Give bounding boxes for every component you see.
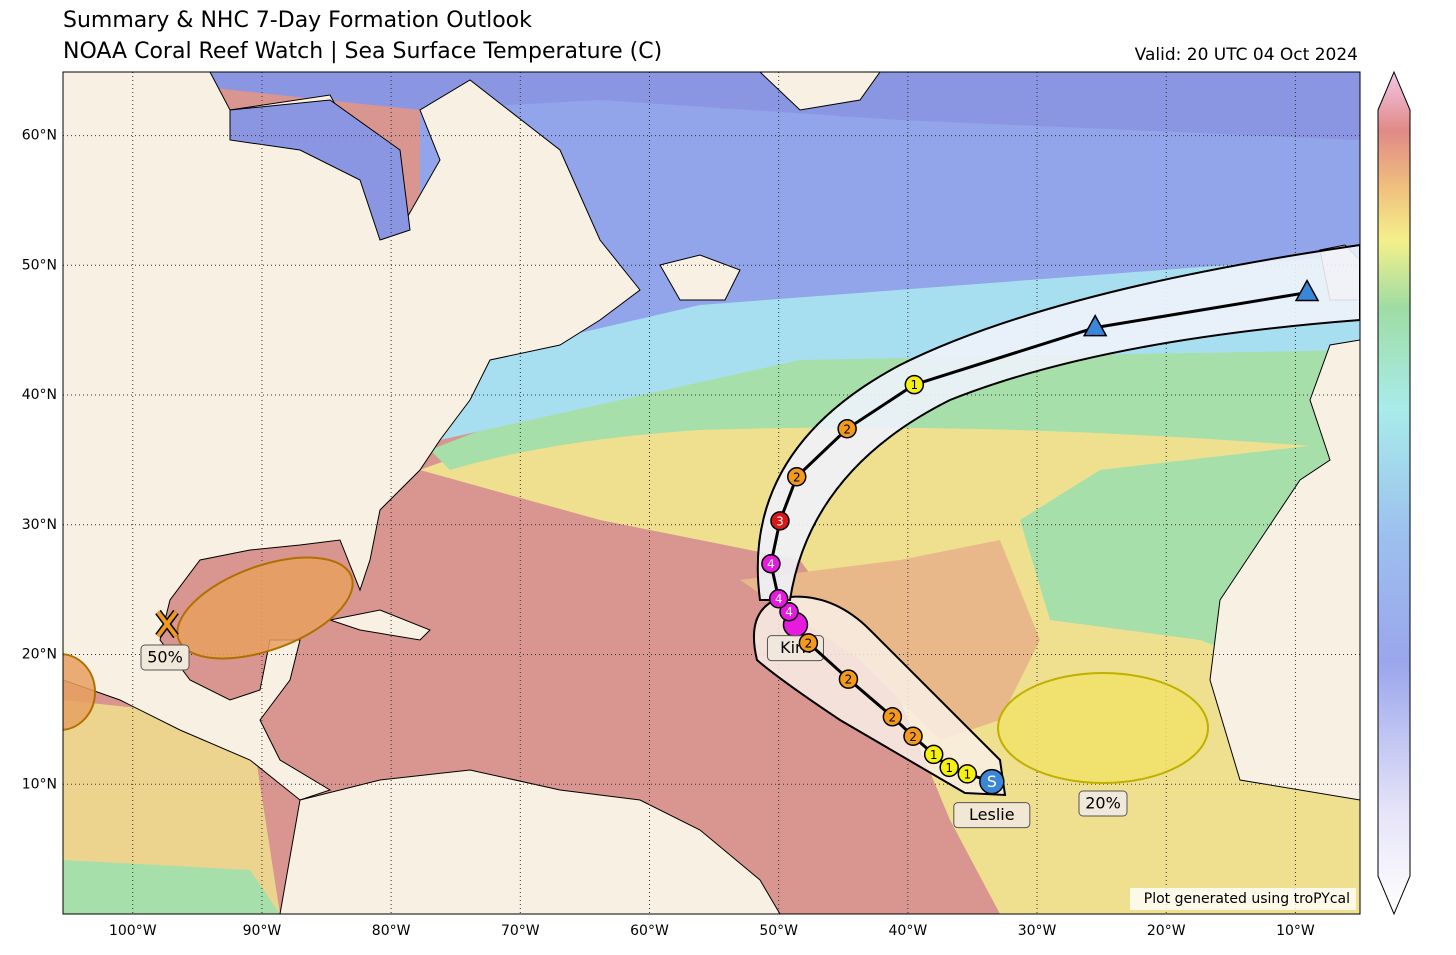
map-background <box>63 72 1360 914</box>
track-point <box>882 707 903 727</box>
outlook-area <box>176 556 354 660</box>
track-point-label: 2 <box>843 422 851 436</box>
map-frame <box>62 71 1361 915</box>
track-point-label: 1 <box>930 748 938 762</box>
track-point <box>838 669 859 689</box>
outlook-label: 50% <box>147 648 183 667</box>
track-point-label: S <box>987 772 997 791</box>
lon-tick-label: 20°W <box>1147 923 1186 939</box>
track-point-label: 1 <box>945 761 953 775</box>
track-point <box>798 633 819 653</box>
outlook-marker <box>156 610 178 638</box>
credit-box <box>1130 888 1356 910</box>
lon-tick-label: 80°W <box>372 923 411 939</box>
track-point <box>923 744 944 765</box>
lon-tick-label: 70°W <box>501 923 540 939</box>
lat-tick-label: 60°N <box>22 128 57 144</box>
track-point <box>770 511 790 531</box>
track-point <box>1082 314 1108 337</box>
storm-name: Leslie <box>969 805 1015 824</box>
lon-tick-label: 50°W <box>759 923 798 939</box>
lat-tick-label: 50°N <box>22 257 57 273</box>
colorbar-body <box>1377 70 1411 916</box>
title: Summary & NHC 7-Day Formation Outlook <box>63 8 532 33</box>
track-point <box>1294 278 1320 302</box>
lon-tick-label: 10°W <box>1276 923 1315 939</box>
graticule <box>63 72 1360 914</box>
colorbar <box>1377 70 1411 916</box>
lon-tick-label: 60°W <box>630 923 669 939</box>
track-point-label: 3 <box>776 514 784 528</box>
track-point <box>768 588 789 609</box>
subtitle: NOAA Coral Reef Watch | Sea Surface Temp… <box>63 39 662 64</box>
track-point <box>939 757 959 778</box>
forecast-cone <box>756 243 1360 601</box>
track-point-label: 2 <box>889 710 897 724</box>
lon-tick-label: 90°W <box>243 923 282 939</box>
track-point-label: 2 <box>845 673 853 687</box>
outlook-labels: 50% 20% <box>140 609 1128 817</box>
track-point-label: 4 <box>785 605 793 619</box>
outlook-label: 20% <box>1085 794 1121 813</box>
track-point <box>787 467 807 487</box>
lon-tick-label: 100°W <box>109 923 157 939</box>
track-point-label: 1 <box>963 767 971 781</box>
track-point <box>904 374 925 395</box>
track-point-label: 4 <box>775 592 783 606</box>
track-point-label: 2 <box>909 730 917 744</box>
credit: Plot generated using troPYcal <box>1144 891 1350 907</box>
lat-tick-label: 20°N <box>22 647 57 663</box>
track-point <box>957 764 978 784</box>
label-box <box>953 802 1031 829</box>
lon-tick-label: 30°W <box>1018 923 1057 939</box>
track-point-label: 4 <box>767 557 775 571</box>
track-point <box>761 553 781 574</box>
valid-time: Valid: 20 UTC 04 Oct 2024 <box>1135 45 1358 65</box>
track-point <box>903 726 923 747</box>
track-point <box>837 419 857 439</box>
lat-tick-label: 40°N <box>22 387 57 403</box>
outlook-area <box>63 653 96 731</box>
label-box <box>1078 790 1128 817</box>
track-point-label: 1 <box>910 378 918 392</box>
track-point-label: 2 <box>793 470 801 484</box>
track-point-label: 2 <box>805 636 813 650</box>
outlook-area <box>997 672 1209 784</box>
track-point <box>779 601 799 622</box>
lat-tick-label: 30°N <box>22 517 57 533</box>
lat-tick-label: 10°N <box>22 776 57 792</box>
lon-tick-label: 40°W <box>889 923 928 939</box>
track-point <box>979 768 1005 795</box>
label-box <box>140 644 190 671</box>
